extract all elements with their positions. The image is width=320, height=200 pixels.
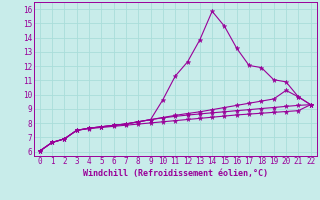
X-axis label: Windchill (Refroidissement éolien,°C): Windchill (Refroidissement éolien,°C) (83, 169, 268, 178)
